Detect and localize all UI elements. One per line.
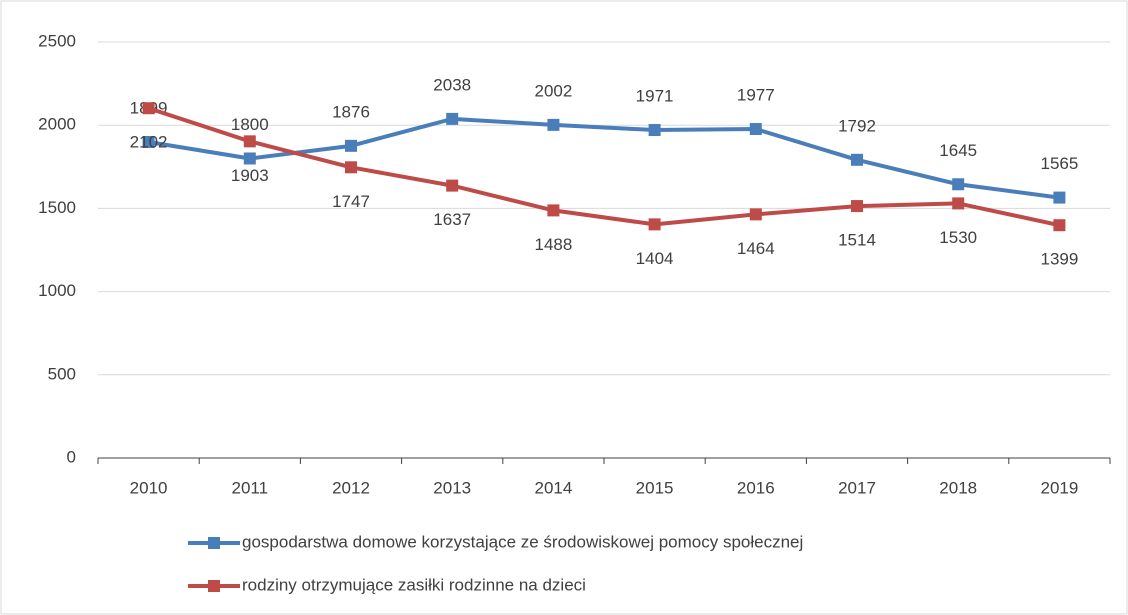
x-tick-label: 2017	[838, 478, 876, 497]
data-label: 1488	[534, 235, 572, 254]
legend-marker	[208, 537, 220, 549]
x-tick-label: 2019	[1040, 478, 1078, 497]
point-marker	[142, 102, 155, 115]
series-line	[147, 106, 1060, 228]
point-marker	[446, 112, 459, 125]
data-label: 1530	[939, 228, 977, 247]
y-tick-label: 1000	[38, 281, 76, 300]
data-label: 1464	[737, 239, 775, 258]
y-tick-label: 2000	[38, 115, 76, 134]
point-marker	[142, 136, 155, 149]
point-marker	[952, 197, 965, 210]
x-tick-label: 2018	[939, 478, 977, 497]
point-marker	[648, 124, 661, 137]
x-tick-label: 2016	[737, 478, 775, 497]
point-marker	[547, 118, 560, 131]
point-marker	[243, 152, 256, 165]
data-label: 1903	[231, 166, 269, 185]
point-marker	[243, 135, 256, 148]
data-label: 1514	[838, 231, 876, 250]
legend-label: gospodarstwa domowe korzystające ze środ…	[242, 532, 803, 551]
y-tick-label: 500	[48, 364, 76, 383]
data-label: 1565	[1040, 154, 1078, 173]
y-tick-label: 1500	[38, 198, 76, 217]
data-label: 2102	[130, 133, 168, 152]
point-marker	[648, 218, 661, 231]
point-marker	[547, 204, 560, 217]
data-label: 2002	[534, 81, 572, 100]
data-label: 1977	[737, 86, 775, 105]
point-marker	[749, 123, 762, 136]
x-tick-label: 2012	[332, 478, 370, 497]
data-label: 1971	[636, 87, 674, 106]
point-marker	[749, 208, 762, 221]
legend-marker	[208, 580, 220, 592]
data-label: 1747	[332, 192, 370, 211]
x-tick-label: 2014	[534, 478, 572, 497]
point-marker	[1053, 191, 1066, 204]
data-label: 1404	[636, 249, 674, 268]
point-marker	[345, 161, 357, 174]
data-label: 1876	[332, 102, 370, 121]
data-label: 1645	[939, 141, 977, 160]
legend-label: rodziny otrzymujące zasiłki rodzinne na …	[242, 575, 586, 594]
point-marker	[1053, 219, 1066, 232]
data-label: 1792	[838, 116, 876, 135]
x-tick-label: 2013	[433, 478, 471, 497]
point-marker	[952, 178, 965, 191]
data-label: 2038	[433, 75, 471, 94]
x-tick-label: 2010	[130, 478, 168, 497]
x-tick-label: 2015	[636, 478, 674, 497]
point-marker	[345, 139, 357, 152]
series-line	[148, 116, 1060, 200]
point-marker	[851, 153, 863, 166]
data-label: 1800	[231, 115, 269, 134]
y-tick-label: 2500	[38, 31, 76, 50]
point-marker	[851, 200, 863, 213]
y-tick-label: 0	[67, 447, 76, 466]
point-marker	[446, 179, 459, 192]
data-label: 1399	[1040, 250, 1078, 269]
data-label: 1637	[433, 210, 471, 229]
x-tick-label: 2011	[232, 478, 269, 497]
